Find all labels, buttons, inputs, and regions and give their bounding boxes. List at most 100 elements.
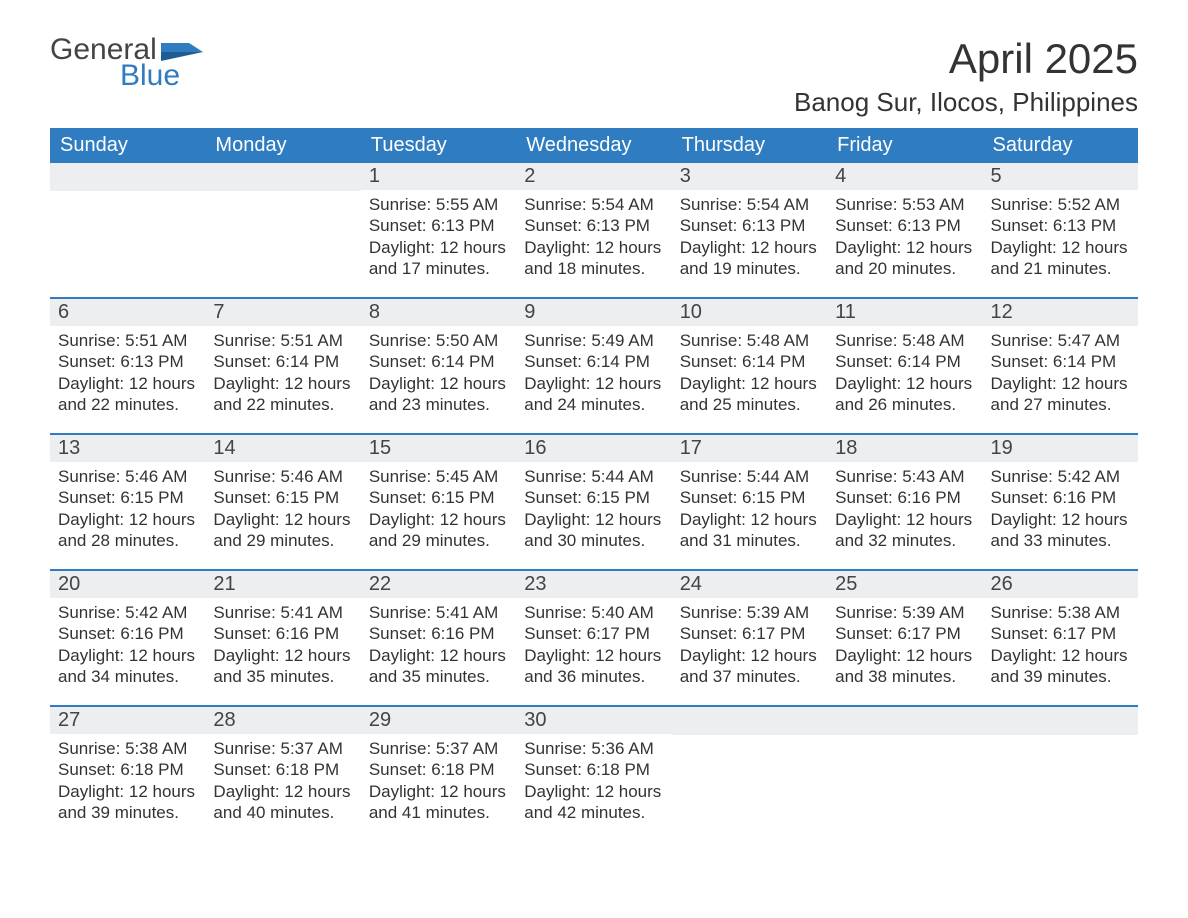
day-number: 6 bbox=[50, 299, 205, 326]
sunrise-line: Sunrise: 5:54 AM bbox=[680, 194, 819, 215]
sunrise-line: Sunrise: 5:52 AM bbox=[991, 194, 1130, 215]
sunrise-line: Sunrise: 5:43 AM bbox=[835, 466, 974, 487]
day-cell: 16Sunrise: 5:44 AMSunset: 6:15 PMDayligh… bbox=[516, 435, 671, 551]
day-cell: 11Sunrise: 5:48 AMSunset: 6:14 PMDayligh… bbox=[827, 299, 982, 415]
sunrise-line: Sunrise: 5:50 AM bbox=[369, 330, 508, 351]
day-details: Sunrise: 5:46 AMSunset: 6:15 PMDaylight:… bbox=[50, 462, 205, 551]
week-row: 13Sunrise: 5:46 AMSunset: 6:15 PMDayligh… bbox=[50, 433, 1138, 551]
day-details: Sunrise: 5:43 AMSunset: 6:16 PMDaylight:… bbox=[827, 462, 982, 551]
daylight-line: Daylight: 12 hours and 29 minutes. bbox=[213, 509, 352, 552]
sunrise-line: Sunrise: 5:44 AM bbox=[680, 466, 819, 487]
sunset-line: Sunset: 6:14 PM bbox=[369, 351, 508, 372]
sunset-line: Sunset: 6:16 PM bbox=[991, 487, 1130, 508]
day-cell: 27Sunrise: 5:38 AMSunset: 6:18 PMDayligh… bbox=[50, 707, 205, 823]
week-row: 6Sunrise: 5:51 AMSunset: 6:13 PMDaylight… bbox=[50, 297, 1138, 415]
sunrise-line: Sunrise: 5:36 AM bbox=[524, 738, 663, 759]
day-cell bbox=[827, 707, 982, 823]
sunrise-line: Sunrise: 5:39 AM bbox=[835, 602, 974, 623]
sunset-line: Sunset: 6:13 PM bbox=[680, 215, 819, 236]
daylight-line: Daylight: 12 hours and 42 minutes. bbox=[524, 781, 663, 824]
empty-day bbox=[672, 707, 827, 735]
daylight-line: Daylight: 12 hours and 22 minutes. bbox=[58, 373, 197, 416]
day-number: 7 bbox=[205, 299, 360, 326]
day-details: Sunrise: 5:48 AMSunset: 6:14 PMDaylight:… bbox=[672, 326, 827, 415]
calendar: SundayMondayTuesdayWednesdayThursdayFrid… bbox=[50, 128, 1138, 823]
sunset-line: Sunset: 6:17 PM bbox=[680, 623, 819, 644]
logo: General Blue bbox=[50, 35, 203, 91]
daylight-line: Daylight: 12 hours and 20 minutes. bbox=[835, 237, 974, 280]
day-cell: 12Sunrise: 5:47 AMSunset: 6:14 PMDayligh… bbox=[983, 299, 1138, 415]
day-cell: 2Sunrise: 5:54 AMSunset: 6:13 PMDaylight… bbox=[516, 163, 671, 279]
title-block: April 2025 Banog Sur, Ilocos, Philippine… bbox=[794, 35, 1138, 118]
daylight-line: Daylight: 12 hours and 32 minutes. bbox=[835, 509, 974, 552]
day-number: 14 bbox=[205, 435, 360, 462]
day-number: 30 bbox=[516, 707, 671, 734]
day-cell: 5Sunrise: 5:52 AMSunset: 6:13 PMDaylight… bbox=[983, 163, 1138, 279]
sunset-line: Sunset: 6:13 PM bbox=[58, 351, 197, 372]
daylight-line: Daylight: 12 hours and 39 minutes. bbox=[991, 645, 1130, 688]
day-details: Sunrise: 5:37 AMSunset: 6:18 PMDaylight:… bbox=[361, 734, 516, 823]
day-cell: 9Sunrise: 5:49 AMSunset: 6:14 PMDaylight… bbox=[516, 299, 671, 415]
weekday-header: Wednesday bbox=[516, 128, 671, 163]
sunset-line: Sunset: 6:18 PM bbox=[524, 759, 663, 780]
sunrise-line: Sunrise: 5:41 AM bbox=[369, 602, 508, 623]
sunset-line: Sunset: 6:15 PM bbox=[369, 487, 508, 508]
day-details: Sunrise: 5:41 AMSunset: 6:16 PMDaylight:… bbox=[361, 598, 516, 687]
day-details: Sunrise: 5:40 AMSunset: 6:17 PMDaylight:… bbox=[516, 598, 671, 687]
weekday-header-row: SundayMondayTuesdayWednesdayThursdayFrid… bbox=[50, 128, 1138, 163]
day-cell: 23Sunrise: 5:40 AMSunset: 6:17 PMDayligh… bbox=[516, 571, 671, 687]
sunrise-line: Sunrise: 5:46 AM bbox=[213, 466, 352, 487]
sunset-line: Sunset: 6:15 PM bbox=[524, 487, 663, 508]
sunset-line: Sunset: 6:13 PM bbox=[524, 215, 663, 236]
day-number: 24 bbox=[672, 571, 827, 598]
day-number: 16 bbox=[516, 435, 671, 462]
logo-word-blue: Blue bbox=[50, 61, 203, 91]
day-number: 8 bbox=[361, 299, 516, 326]
sunset-line: Sunset: 6:18 PM bbox=[58, 759, 197, 780]
sunset-line: Sunset: 6:13 PM bbox=[835, 215, 974, 236]
day-number: 25 bbox=[827, 571, 982, 598]
day-cell: 24Sunrise: 5:39 AMSunset: 6:17 PMDayligh… bbox=[672, 571, 827, 687]
daylight-line: Daylight: 12 hours and 26 minutes. bbox=[835, 373, 974, 416]
daylight-line: Daylight: 12 hours and 28 minutes. bbox=[58, 509, 197, 552]
day-number: 5 bbox=[983, 163, 1138, 190]
daylight-line: Daylight: 12 hours and 39 minutes. bbox=[58, 781, 197, 824]
sunset-line: Sunset: 6:18 PM bbox=[213, 759, 352, 780]
day-number: 23 bbox=[516, 571, 671, 598]
day-number: 2 bbox=[516, 163, 671, 190]
sunrise-line: Sunrise: 5:38 AM bbox=[58, 738, 197, 759]
sunrise-line: Sunrise: 5:48 AM bbox=[680, 330, 819, 351]
day-details: Sunrise: 5:37 AMSunset: 6:18 PMDaylight:… bbox=[205, 734, 360, 823]
day-cell: 6Sunrise: 5:51 AMSunset: 6:13 PMDaylight… bbox=[50, 299, 205, 415]
day-cell bbox=[983, 707, 1138, 823]
day-cell: 26Sunrise: 5:38 AMSunset: 6:17 PMDayligh… bbox=[983, 571, 1138, 687]
day-number: 17 bbox=[672, 435, 827, 462]
sunset-line: Sunset: 6:13 PM bbox=[369, 215, 508, 236]
day-details: Sunrise: 5:44 AMSunset: 6:15 PMDaylight:… bbox=[672, 462, 827, 551]
day-number: 18 bbox=[827, 435, 982, 462]
sunset-line: Sunset: 6:18 PM bbox=[369, 759, 508, 780]
header: General Blue April 2025 Banog Sur, Iloco… bbox=[50, 35, 1138, 118]
daylight-line: Daylight: 12 hours and 35 minutes. bbox=[369, 645, 508, 688]
day-details: Sunrise: 5:36 AMSunset: 6:18 PMDaylight:… bbox=[516, 734, 671, 823]
day-details: Sunrise: 5:45 AMSunset: 6:15 PMDaylight:… bbox=[361, 462, 516, 551]
day-number: 10 bbox=[672, 299, 827, 326]
day-cell: 13Sunrise: 5:46 AMSunset: 6:15 PMDayligh… bbox=[50, 435, 205, 551]
day-details: Sunrise: 5:55 AMSunset: 6:13 PMDaylight:… bbox=[361, 190, 516, 279]
daylight-line: Daylight: 12 hours and 17 minutes. bbox=[369, 237, 508, 280]
day-cell: 17Sunrise: 5:44 AMSunset: 6:15 PMDayligh… bbox=[672, 435, 827, 551]
day-number: 1 bbox=[361, 163, 516, 190]
daylight-line: Daylight: 12 hours and 24 minutes. bbox=[524, 373, 663, 416]
day-cell: 21Sunrise: 5:41 AMSunset: 6:16 PMDayligh… bbox=[205, 571, 360, 687]
page-title: April 2025 bbox=[794, 35, 1138, 83]
weekday-header: Tuesday bbox=[361, 128, 516, 163]
day-cell: 25Sunrise: 5:39 AMSunset: 6:17 PMDayligh… bbox=[827, 571, 982, 687]
day-cell: 1Sunrise: 5:55 AMSunset: 6:13 PMDaylight… bbox=[361, 163, 516, 279]
day-details: Sunrise: 5:51 AMSunset: 6:14 PMDaylight:… bbox=[205, 326, 360, 415]
day-details: Sunrise: 5:47 AMSunset: 6:14 PMDaylight:… bbox=[983, 326, 1138, 415]
weekday-header: Saturday bbox=[983, 128, 1138, 163]
day-cell: 8Sunrise: 5:50 AMSunset: 6:14 PMDaylight… bbox=[361, 299, 516, 415]
day-details: Sunrise: 5:38 AMSunset: 6:18 PMDaylight:… bbox=[50, 734, 205, 823]
sunset-line: Sunset: 6:15 PM bbox=[58, 487, 197, 508]
day-number: 21 bbox=[205, 571, 360, 598]
